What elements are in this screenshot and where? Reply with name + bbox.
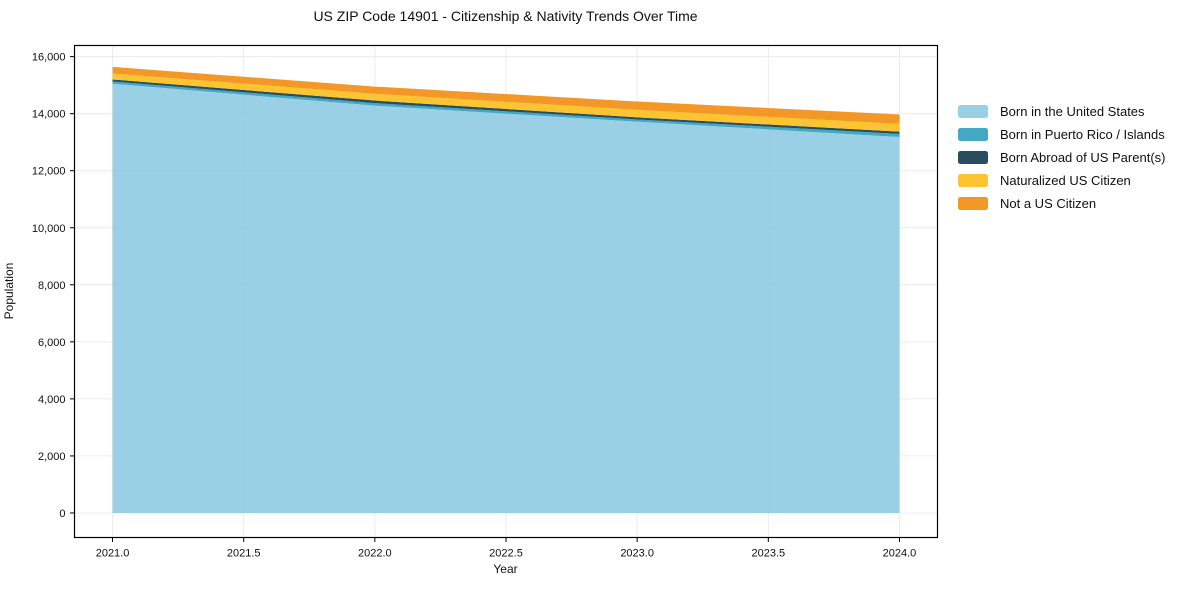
area-series-5 [112, 66, 900, 124]
legend-label: Born in Puerto Rico / Islands [1000, 127, 1165, 142]
y-tick-label: 6,000 [38, 337, 66, 349]
legend-item-1: Born in the United States [958, 104, 1165, 119]
area-layer [112, 66, 900, 513]
legend-item-2: Born in Puerto Rico / Islands [958, 127, 1165, 142]
area-series-4 [112, 73, 900, 132]
legend-swatch-icon [958, 197, 988, 210]
legend-item-5: Not a US Citizen [958, 196, 1165, 211]
x-tick-label: 2021.0 [96, 548, 130, 560]
ticklabel-layer: 2021.0 2021.5 2022.0 2022.5 2023.0 2023.5 2024… [32, 52, 916, 560]
x-tick-label: 2022.5 [489, 548, 523, 560]
legend-label: Not a US Citizen [1000, 196, 1097, 211]
legend-label: Born Abroad of US Parent(s) [1000, 150, 1166, 165]
x-tick-label: 2023.0 [620, 548, 654, 560]
y-tick-label: 10,000 [32, 223, 66, 235]
x-tick-label: 2022.0 [358, 548, 392, 560]
legend-label: Born in the United States [1000, 104, 1145, 119]
legend-label: Naturalized US Citizen [1000, 173, 1131, 188]
legend: Born in the United States Born in Puerto … [958, 104, 1165, 219]
area-series-2 [112, 81, 900, 138]
legend-swatch-icon [958, 151, 988, 164]
axis-layer [70, 44, 939, 542]
legend-item-4: Naturalized US Citizen [958, 173, 1165, 188]
legend-item-3: Born Abroad of US Parent(s) [958, 150, 1165, 165]
area-series-3 [112, 79, 900, 134]
x-tick-label: 2024.0 [883, 548, 917, 560]
y-tick-label: 2,000 [38, 451, 66, 463]
y-tick-label: 14,000 [32, 109, 66, 121]
x-tick-label: 2021.5 [227, 548, 261, 560]
y-tick-label: 8,000 [38, 280, 66, 292]
legend-swatch-icon [958, 128, 988, 141]
y-tick-label: 0 [59, 508, 65, 520]
x-axis-label: Year [493, 562, 518, 576]
chart-title: US ZIP Code 14901 - Citizenship & Nativi… [313, 8, 698, 24]
y-tick-label: 12,000 [32, 166, 66, 178]
x-tick-label: 2023.5 [751, 548, 785, 560]
y-tick-label: 4,000 [38, 394, 66, 406]
legend-swatch-icon [958, 174, 988, 187]
area-series-1 [112, 83, 900, 513]
y-tick-label: 16,000 [32, 52, 66, 64]
legend-swatch-icon [958, 105, 988, 118]
